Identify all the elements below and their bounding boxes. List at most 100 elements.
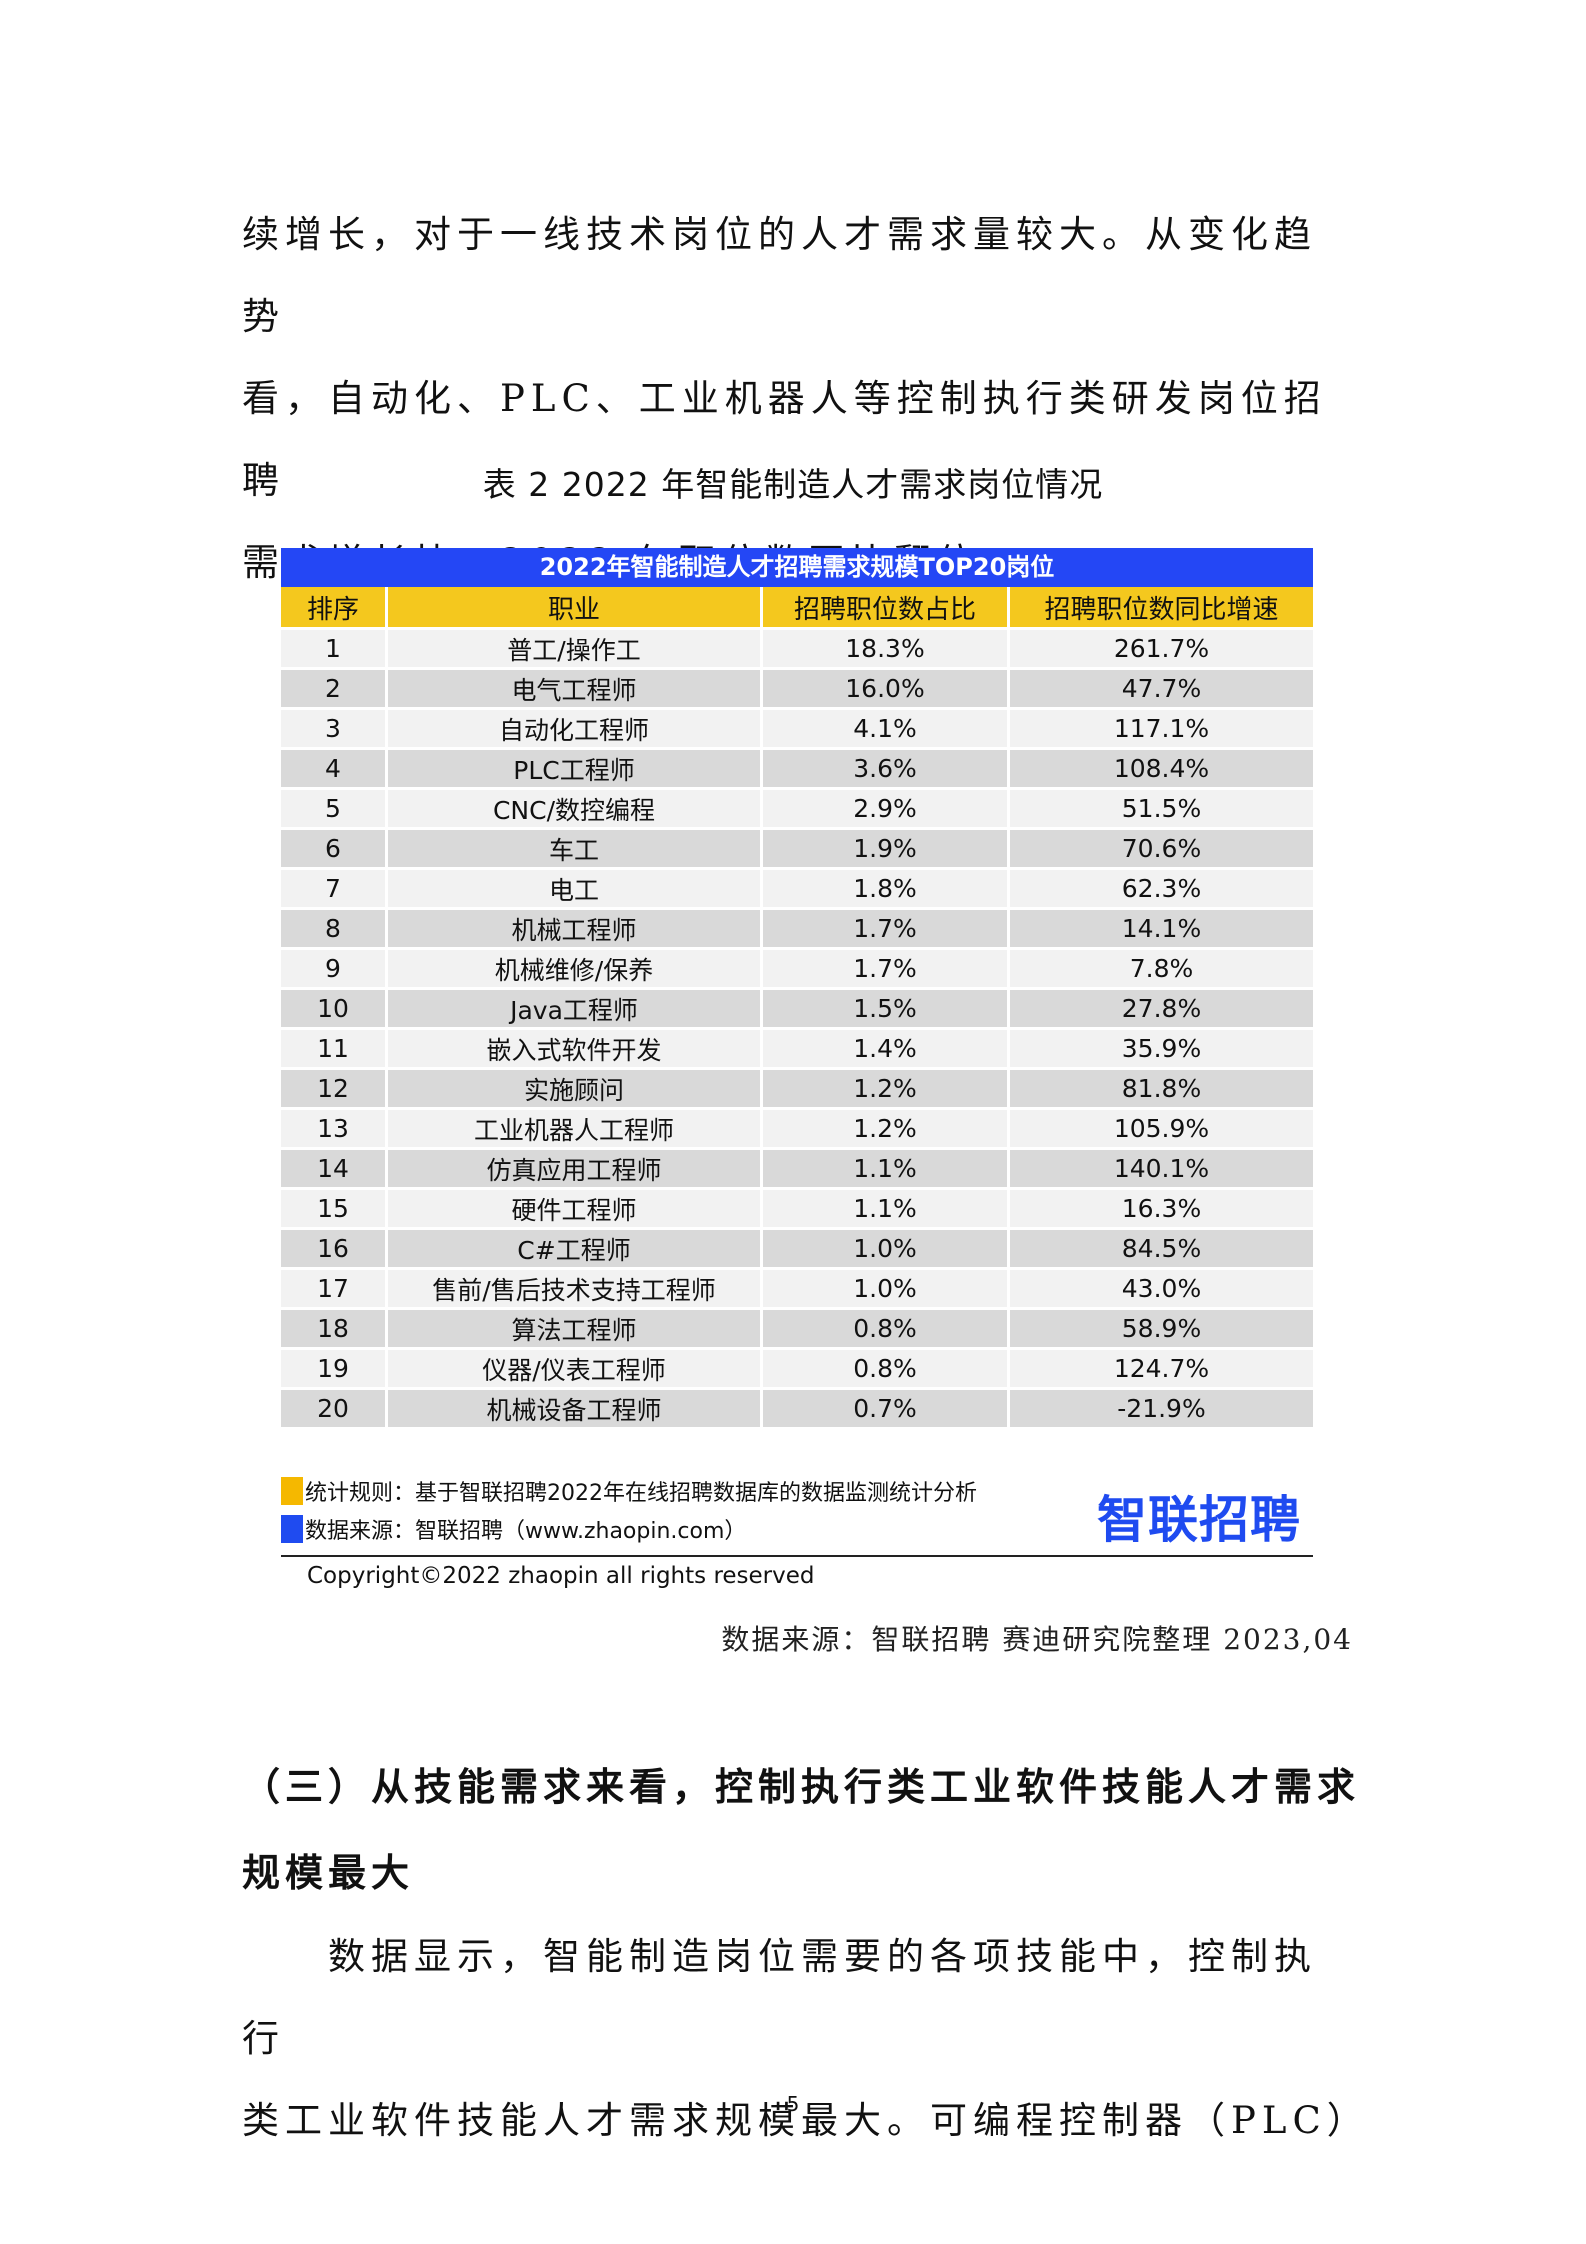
share-cell: 16.0% xyxy=(763,670,1010,710)
share-cell: 1.1% xyxy=(763,1190,1010,1230)
job-cell: 机械工程师 xyxy=(388,910,763,950)
share-cell: 0.8% xyxy=(763,1310,1010,1350)
share-cell: 1.1% xyxy=(763,1150,1010,1190)
logo-char-zhi: 智 xyxy=(1097,1491,1148,1549)
job-cell: Java工程师 xyxy=(388,990,763,1030)
job-cell: 仪器/仪表工程师 xyxy=(388,1350,763,1390)
heading-line-2: 规模最大 xyxy=(242,1850,415,1895)
source-attribution: 数据来源：智联招聘 赛迪研究院整理 2023,04 xyxy=(721,1623,1353,1656)
table-row: 5 CNC/数控编程 2.9% 51.5% xyxy=(281,790,1313,830)
table-row: 7 电工 1.8% 62.3% xyxy=(281,870,1313,910)
share-cell: 1.5% xyxy=(763,990,1010,1030)
heading-line-1: （三）从技能需求来看，控制执行类工业软件技能人才需求 xyxy=(242,1764,1361,1809)
growth-cell: 81.8% xyxy=(1010,1070,1313,1110)
source-note: 数据来源：智联招聘（www.zhaopin.com） xyxy=(281,1510,1313,1548)
growth-cell: 62.3% xyxy=(1010,870,1313,910)
table-row: 19 仪器/仪表工程师 0.8% 124.7% xyxy=(281,1350,1313,1390)
growth-cell: 14.1% xyxy=(1010,910,1313,950)
table-notes: 统计规则：基于智联招聘2022年在线招聘数据库的数据监测统计分析 数据来源：智联… xyxy=(281,1472,1313,1577)
share-cell: 1.9% xyxy=(763,830,1010,870)
growth-cell: 108.4% xyxy=(1010,750,1313,790)
job-cell: PLC工程师 xyxy=(388,750,763,790)
growth-cell: 7.8% xyxy=(1010,950,1313,990)
growth-cell: 35.9% xyxy=(1010,1030,1313,1070)
growth-cell: 70.6% xyxy=(1010,830,1313,870)
table-row: 11 嵌入式软件开发 1.4% 35.9% xyxy=(281,1030,1313,1070)
share-cell: 1.2% xyxy=(763,1110,1010,1150)
rank-cell: 19 xyxy=(281,1350,388,1390)
body-line-1: 数据显示，智能制造岗位需要的各项技能中，控制执行 xyxy=(242,1935,1317,2060)
share-cell: 0.8% xyxy=(763,1350,1010,1390)
job-cell: 自动化工程师 xyxy=(388,710,763,750)
table-header-row: 排序 职业 招聘职位数占比 招聘职位数同比增速 xyxy=(281,587,1313,630)
table-row: 8 机械工程师 1.7% 14.1% xyxy=(281,910,1313,950)
job-cell: 仿真应用工程师 xyxy=(388,1150,763,1190)
share-cell: 1.2% xyxy=(763,1070,1010,1110)
rank-cell: 6 xyxy=(281,830,388,870)
rule-note: 统计规则：基于智联招聘2022年在线招聘数据库的数据监测统计分析 xyxy=(281,1472,1313,1510)
rank-cell: 14 xyxy=(281,1150,388,1190)
growth-cell: 124.7% xyxy=(1010,1350,1313,1390)
rank-cell: 7 xyxy=(281,870,388,910)
yellow-swatch-icon xyxy=(281,1477,303,1505)
body-line-2: 类工业软件技能人才需求规模最大。可编程控制器（PLC） xyxy=(242,2099,1370,2142)
header-job: 职业 xyxy=(388,587,763,630)
table-row: 17 售前/售后技术支持工程师 1.0% 43.0% xyxy=(281,1270,1313,1310)
rank-cell: 5 xyxy=(281,790,388,830)
rank-cell: 2 xyxy=(281,670,388,710)
section-heading: （三）从技能需求来看，控制执行类工业软件技能人才需求 规模最大 xyxy=(242,1744,1362,1916)
notes-divider xyxy=(281,1555,1313,1557)
rank-cell: 1 xyxy=(281,630,388,670)
job-cell: 工业机器人工程师 xyxy=(388,1110,763,1150)
growth-cell: -21.9% xyxy=(1010,1390,1313,1430)
source-note-text: 数据来源：智联招聘（www.zhaopin.com） xyxy=(305,1519,747,1544)
table-caption: 表 2 2022 年智能制造人才需求岗位情况 xyxy=(482,465,1104,504)
zhaopin-logo: 智联招聘 xyxy=(1097,1480,1301,1552)
share-cell: 1.7% xyxy=(763,910,1010,950)
share-cell: 2.9% xyxy=(763,790,1010,830)
table-row: 2 电气工程师 16.0% 47.7% xyxy=(281,670,1313,710)
table-row: 4 PLC工程师 3.6% 108.4% xyxy=(281,750,1313,790)
rank-cell: 8 xyxy=(281,910,388,950)
intro-paragraph: 续增长，对于一线技术岗位的人才需求量较大。从变化趋势 看，自动化、PLC、工业机… xyxy=(242,194,1352,604)
rank-cell: 15 xyxy=(281,1190,388,1230)
rank-cell: 18 xyxy=(281,1310,388,1350)
growth-cell: 105.9% xyxy=(1010,1110,1313,1150)
growth-cell: 47.7% xyxy=(1010,670,1313,710)
job-cell: 电工 xyxy=(388,870,763,910)
share-cell: 3.6% xyxy=(763,750,1010,790)
job-cell: 电气工程师 xyxy=(388,670,763,710)
job-cell: C#工程师 xyxy=(388,1230,763,1270)
table-row: 3 自动化工程师 4.1% 117.1% xyxy=(281,710,1313,750)
intro-line-2: 看，自动化、PLC、工业机器人等控制执行类研发岗位招聘 xyxy=(242,377,1327,502)
rank-cell: 17 xyxy=(281,1270,388,1310)
share-cell: 1.7% xyxy=(763,950,1010,990)
rank-cell: 16 xyxy=(281,1230,388,1270)
rank-cell: 20 xyxy=(281,1390,388,1430)
rank-cell: 3 xyxy=(281,710,388,750)
table-row: 13 工业机器人工程师 1.2% 105.9% xyxy=(281,1110,1313,1150)
table-row: 6 车工 1.9% 70.6% xyxy=(281,830,1313,870)
rank-cell: 10 xyxy=(281,990,388,1030)
table-row: 10 Java工程师 1.5% 27.8% xyxy=(281,990,1313,1030)
rule-note-text: 统计规则：基于智联招聘2022年在线招聘数据库的数据监测统计分析 xyxy=(305,1481,977,1506)
rank-cell: 12 xyxy=(281,1070,388,1110)
share-cell: 1.4% xyxy=(763,1030,1010,1070)
share-cell: 1.0% xyxy=(763,1270,1010,1310)
logo-text-rest: 联招聘 xyxy=(1148,1491,1301,1549)
table-row: 18 算法工程师 0.8% 58.9% xyxy=(281,1310,1313,1350)
header-share: 招聘职位数占比 xyxy=(763,587,1010,630)
header-rank: 排序 xyxy=(281,587,388,630)
job-cell: 普工/操作工 xyxy=(388,630,763,670)
job-cell: 硬件工程师 xyxy=(388,1190,763,1230)
table-row: 12 实施顾问 1.2% 81.8% xyxy=(281,1070,1313,1110)
job-cell: CNC/数控编程 xyxy=(388,790,763,830)
body-paragraph: 数据显示，智能制造岗位需要的各项技能中，控制执行 类工业软件技能人才需求规模最大… xyxy=(242,1916,1370,2162)
growth-cell: 51.5% xyxy=(1010,790,1313,830)
job-cell: 嵌入式软件开发 xyxy=(388,1030,763,1070)
growth-cell: 84.5% xyxy=(1010,1230,1313,1270)
growth-cell: 43.0% xyxy=(1010,1270,1313,1310)
rank-cell: 11 xyxy=(281,1030,388,1070)
growth-cell: 261.7% xyxy=(1010,630,1313,670)
job-cell: 机械设备工程师 xyxy=(388,1390,763,1430)
